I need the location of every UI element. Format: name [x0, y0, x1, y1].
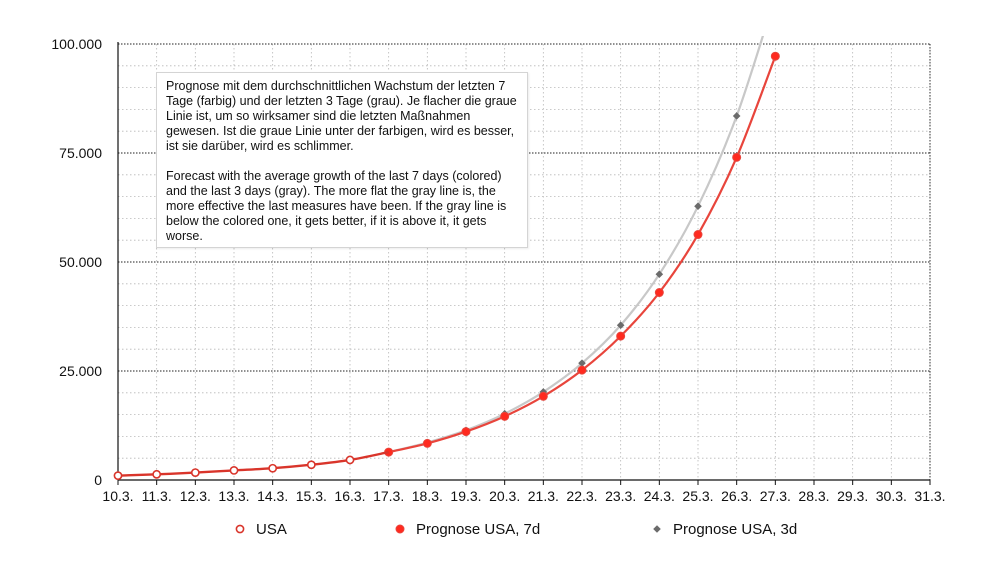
- y-tick-label: 75.000: [59, 145, 102, 161]
- annotation-german: Prognose mit dem durchschnittlichen Wach…: [166, 79, 517, 153]
- x-tick-label: 13.3.: [218, 488, 249, 504]
- x-tick-label: 26.3.: [721, 488, 752, 504]
- data-point: [229, 466, 239, 475]
- x-tick-label: 17.3.: [373, 488, 404, 504]
- x-tick-label: 18.3.: [412, 488, 443, 504]
- data-point: [732, 112, 741, 120]
- data-point: [770, 51, 780, 61]
- y-tick-label: 100.000: [51, 36, 102, 52]
- x-tick-label: 31.3.: [914, 488, 945, 504]
- legend-marker: [395, 524, 405, 534]
- data-point: [422, 438, 432, 448]
- legend-item: USA: [235, 521, 287, 538]
- annotation-english: Forecast with the average growth of the …: [166, 169, 507, 243]
- x-tick-label: 22.3.: [566, 488, 597, 504]
- data-point: [113, 471, 123, 481]
- legend-item: Prognose USA, 3d: [653, 521, 797, 538]
- chart-legend: USA Prognose USA, 7d Prognose USA, 3d: [235, 521, 797, 538]
- y-tick-label: 0: [94, 472, 102, 488]
- data-point: [538, 391, 548, 401]
- x-tick-label: 24.3.: [644, 488, 675, 504]
- y-tick-label: 25.000: [59, 363, 102, 379]
- legend-marker: [235, 524, 245, 534]
- x-tick-label: 19.3.: [450, 488, 481, 504]
- x-tick-label: 21.3.: [528, 488, 559, 504]
- x-tick-label: 29.3.: [837, 488, 868, 504]
- data-point: [268, 463, 278, 473]
- series-usa: [113, 450, 389, 481]
- series-line: [388, 36, 765, 454]
- x-tick-label: 12.3.: [180, 488, 211, 504]
- x-tick-label: 15.3.: [296, 488, 327, 504]
- legend-label: Prognose USA, 7d: [416, 521, 540, 538]
- x-tick-label: 20.3.: [489, 488, 520, 504]
- data-point: [461, 427, 471, 437]
- x-tick-label: 28.3.: [798, 488, 829, 504]
- legend-label: USA: [256, 521, 287, 538]
- data-point: [578, 359, 586, 367]
- chart-axes: [117, 42, 931, 485]
- y-axis-labels: 0 25.000 50.000 75.000 100.000: [51, 36, 102, 488]
- data-point: [577, 365, 587, 375]
- data-point: [306, 460, 316, 470]
- data-point: [616, 331, 626, 341]
- x-tick-label: 10.3.: [102, 488, 133, 504]
- legend-label: Prognose USA, 3d: [673, 521, 797, 538]
- chart-series: [113, 36, 780, 481]
- data-point: [500, 411, 510, 421]
- x-tick-label: 25.3.: [682, 488, 713, 504]
- data-point: [694, 202, 702, 210]
- x-tick-label: 11.3.: [142, 488, 172, 504]
- x-tick-label: 30.3.: [876, 488, 907, 504]
- data-point: [345, 455, 355, 465]
- series-line: [388, 55, 777, 454]
- data-point: [655, 270, 664, 279]
- x-axis-labels: 10.3. 11.3. 12.3. 13.3. 14.3. 15.3. 16.3. 17.3.…: [102, 488, 945, 504]
- data-point: [616, 321, 625, 330]
- series-prognose-usa-7d: [384, 51, 780, 457]
- data-point: [654, 288, 664, 298]
- y-tick-label: 50.000: [59, 254, 102, 270]
- chart-annotation: Prognose mit dem durchschnittlichen Wach…: [156, 72, 528, 248]
- data-point: [732, 152, 742, 162]
- x-tick-label: 16.3.: [334, 488, 365, 504]
- x-tick-label: 27.3.: [760, 488, 791, 504]
- data-point: [190, 468, 200, 477]
- data-point: [693, 230, 703, 240]
- legend-item: Prognose USA, 7d: [395, 521, 540, 538]
- x-tick-label: 14.3.: [257, 488, 288, 504]
- data-point: [152, 469, 162, 479]
- x-tick-label: 23.3.: [605, 488, 636, 504]
- legend-marker: [653, 525, 661, 533]
